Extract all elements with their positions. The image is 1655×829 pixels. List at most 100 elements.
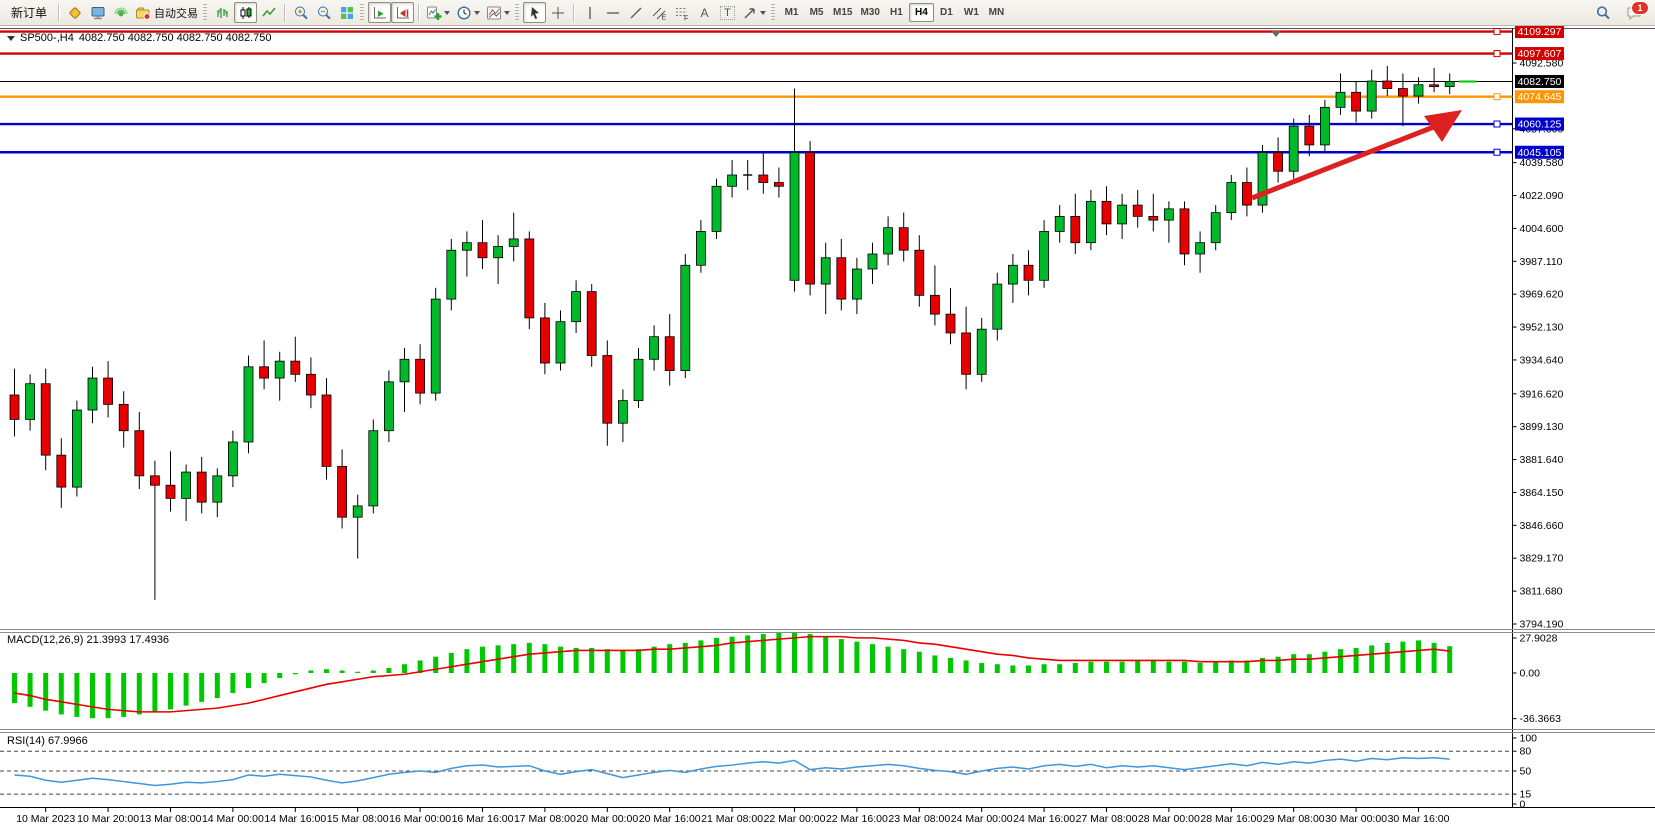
symbol-dropdown-icon[interactable] [7, 35, 15, 41]
line-chart-type-button[interactable] [257, 2, 280, 23]
svg-text:3987.110: 3987.110 [1520, 256, 1563, 268]
svg-text:100: 100 [1520, 733, 1538, 745]
monitor-icon [90, 5, 106, 21]
bar-chart-type-button[interactable] [211, 2, 234, 23]
chevron-down-icon [504, 10, 511, 15]
chart-symbol-title: SP500-,H4 [20, 32, 74, 44]
svg-text:13 Mar 08:00: 13 Mar 08:00 [140, 813, 202, 825]
toolbar-separator [58, 3, 60, 22]
autotrading-label: 自动交易 [154, 7, 199, 20]
tile-windows-button[interactable] [335, 2, 358, 23]
timeframe-m15[interactable]: M15 [829, 3, 856, 22]
timeframe-h1[interactable]: H1 [884, 3, 909, 22]
svg-text:28 Mar 16:00: 28 Mar 16:00 [1200, 813, 1262, 825]
zoom-out-button[interactable] [312, 2, 335, 23]
toolbar-grip[interactable] [360, 3, 365, 22]
chart-frame [0, 28, 1655, 808]
svg-text:4060.125: 4060.125 [1518, 119, 1562, 131]
template-chart-icon [486, 5, 502, 21]
timeframe-m1[interactable]: M1 [779, 3, 804, 22]
svg-text:4022.090: 4022.090 [1520, 190, 1564, 202]
svg-text:21 Mar 08:00: 21 Mar 08:00 [701, 813, 763, 825]
terminal-button[interactable] [86, 2, 109, 23]
price-axis-badges: 4109.297 4097.607 4082.750 4074.645 4060.125… [1515, 26, 1564, 159]
svg-text:15 Mar 08:00: 15 Mar 08:00 [327, 813, 389, 825]
svg-text:50: 50 [1520, 766, 1532, 778]
text-label-tool-button[interactable]: T [716, 2, 739, 23]
svg-text:27 Mar 08:00: 27 Mar 08:00 [1076, 813, 1138, 825]
auto-scroll-button[interactable] [368, 2, 392, 23]
fibonacci-tool-button[interactable]: F [670, 2, 693, 23]
svg-text:10 Mar 20:00: 10 Mar 20:00 [77, 813, 139, 825]
zoom-in-icon [293, 5, 309, 21]
notification-badge: 1 [1631, 0, 1649, 15]
toolbar-grip[interactable] [771, 3, 776, 22]
autotrading-folder-icon [135, 5, 151, 21]
chart-ohlc-values: 4082.750 4082.750 4082.750 4082.750 [78, 32, 272, 44]
fibonacci-letter: F [684, 15, 688, 21]
zoom-in-button[interactable] [289, 2, 312, 23]
timeframe-m30[interactable]: M30 [856, 3, 883, 22]
add-indicator-button[interactable] [423, 2, 453, 23]
svg-text:4092.580: 4092.580 [1520, 58, 1564, 70]
signals-button[interactable] [109, 2, 132, 23]
svg-text:0.00: 0.00 [1520, 668, 1541, 680]
autotrading-button[interactable]: 自动交易 [132, 2, 201, 23]
fibonacci-icon: F [674, 5, 690, 21]
search-button[interactable] [1591, 2, 1614, 23]
periods-button[interactable] [453, 2, 483, 23]
svg-text:28 Mar 00:00: 28 Mar 00:00 [1138, 813, 1200, 825]
text-tool-button[interactable]: A [693, 2, 716, 23]
horizontal-line-tool-button[interactable] [601, 2, 624, 23]
tile-windows-icon [339, 5, 355, 21]
macd-pane: 27.9028 0.00 -36.3663 [12, 632, 1561, 725]
zoom-out-icon [316, 5, 332, 21]
svg-text:14 Mar 00:00: 14 Mar 00:00 [202, 813, 264, 825]
price-chart-canvas[interactable]: 4092.5804057.6004039.5804022.0904004.600… [0, 26, 1655, 829]
svg-text:3916.620: 3916.620 [1520, 388, 1564, 400]
svg-text:4074.645: 4074.645 [1518, 91, 1562, 103]
chevron-down-icon [760, 10, 767, 15]
trend-arrow-annotation [1251, 110, 1462, 201]
add-indicator-icon [426, 5, 442, 21]
svg-text:22 Mar 16:00: 22 Mar 16:00 [826, 813, 888, 825]
svg-text:14 Mar 16:00: 14 Mar 16:00 [264, 813, 326, 825]
svg-text:3811.680: 3811.680 [1520, 586, 1563, 598]
svg-text:16 Mar 16:00: 16 Mar 16:00 [452, 813, 514, 825]
toolbar-separator [573, 3, 575, 22]
timeframe-h4[interactable]: H4 [908, 3, 934, 22]
candlestick-chart-type-button[interactable] [234, 2, 258, 23]
svg-text:4045.105: 4045.105 [1518, 147, 1562, 159]
new-order-button[interactable]: 新订单 [4, 2, 54, 23]
trendline-icon [628, 5, 644, 21]
toolbar-grip[interactable] [203, 3, 208, 22]
cursor-tool-button[interactable] [523, 2, 547, 23]
trendline-tool-button[interactable] [624, 2, 647, 23]
toolbar-grip[interactable] [515, 3, 520, 22]
svg-text:3969.620: 3969.620 [1520, 289, 1564, 301]
timeframe-mn[interactable]: MN [984, 3, 1009, 22]
templates-button[interactable] [483, 2, 513, 23]
chart-window: 4092.5804057.6004039.5804022.0904004.600… [0, 26, 1655, 829]
chart-title-bar: SP500-,H4 4082.750 4082.750 4082.750 408… [7, 32, 272, 44]
channel-icon: E [651, 5, 667, 21]
equidistant-channel-tool-button[interactable]: E [647, 2, 670, 23]
chart-shift-button[interactable] [391, 2, 415, 23]
notifications-button[interactable]: 1 [1622, 0, 1649, 22]
svg-text:3899.130: 3899.130 [1520, 421, 1564, 433]
bar-chart-icon [215, 5, 231, 21]
crosshair-tool-button[interactable] [546, 2, 569, 23]
svg-text:4109.297: 4109.297 [1518, 26, 1562, 38]
svg-text:30 Mar 00:00: 30 Mar 00:00 [1325, 813, 1387, 825]
arrow-tool-icon [742, 5, 758, 21]
timeframe-m5[interactable]: M5 [804, 3, 829, 22]
timeframe-d1[interactable]: D1 [934, 3, 959, 22]
svg-text:16 Mar 00:00: 16 Mar 00:00 [389, 813, 451, 825]
svg-text:24 Mar 00:00: 24 Mar 00:00 [951, 813, 1013, 825]
gold-gem-button[interactable] [63, 2, 86, 23]
timeframe-w1[interactable]: W1 [959, 3, 984, 22]
new-order-label: 新订单 [11, 6, 48, 20]
vertical-line-tool-button[interactable] [578, 2, 601, 23]
arrows-tool-button[interactable] [739, 2, 769, 23]
